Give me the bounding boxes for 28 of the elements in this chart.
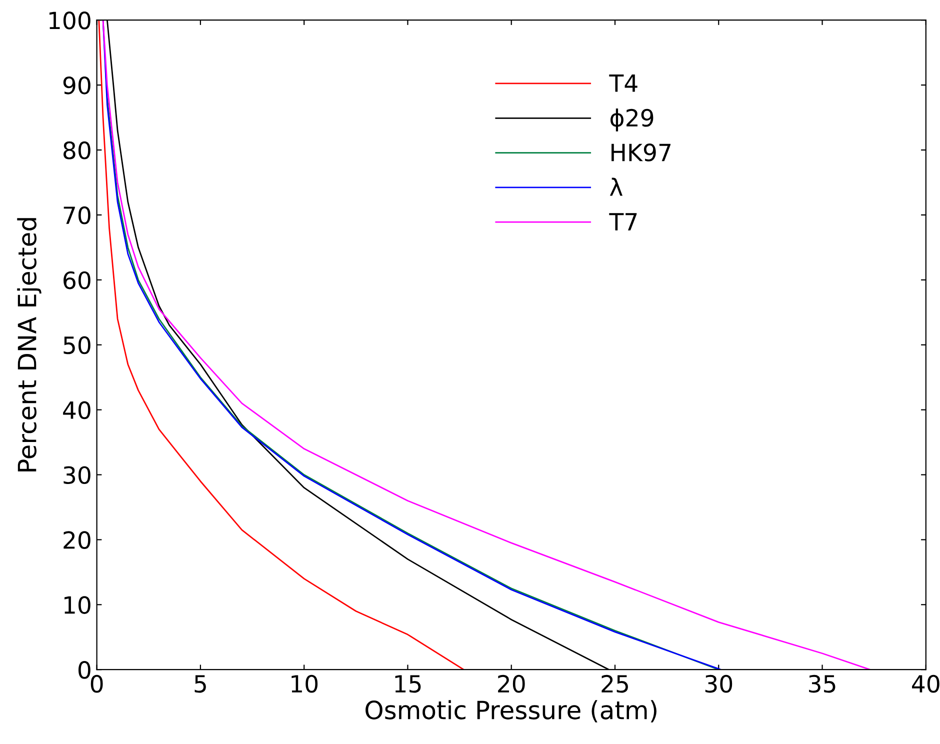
y-tick-label: 40	[63, 401, 90, 420]
y-tick-label: 90	[63, 76, 90, 94]
y-tick-label: 70	[64, 206, 90, 224]
y-axis-title: Percent DNA Ejected	[17, 218, 42, 472]
legend-label: HK97	[612, 144, 670, 162]
x-tick-label: 35	[809, 674, 836, 693]
x-tick-label: 10	[292, 674, 318, 693]
y-tick-label: 0	[78, 661, 90, 679]
legend-label: T4	[609, 74, 638, 92]
y-tick-label: 80	[64, 141, 90, 160]
x-tick-label: 5	[194, 675, 206, 693]
x-tick-label: 0	[90, 674, 103, 693]
legend-label: λ	[610, 178, 622, 196]
legend-label: T7	[609, 213, 637, 230]
x-tick-label: 15	[395, 675, 421, 693]
y-tick-label: 60	[64, 271, 90, 290]
y-tick-label: 20	[64, 531, 90, 550]
y-tick-label: 100	[49, 12, 90, 30]
x-tick-label: 30	[705, 674, 732, 693]
x-axis-title: Osmotic Pressure (atm)	[366, 700, 656, 722]
x-tick-label: 25	[602, 674, 628, 693]
y-tick-label: 10	[64, 596, 90, 614]
line-series	[102, 20, 871, 670]
x-tick-label: 20	[498, 674, 525, 693]
y-tick-label: 50	[64, 336, 90, 354]
x-tick-label: 40	[912, 674, 940, 693]
y-tick-label: 30	[64, 466, 90, 484]
legend-label: ϕ29	[610, 108, 654, 132]
